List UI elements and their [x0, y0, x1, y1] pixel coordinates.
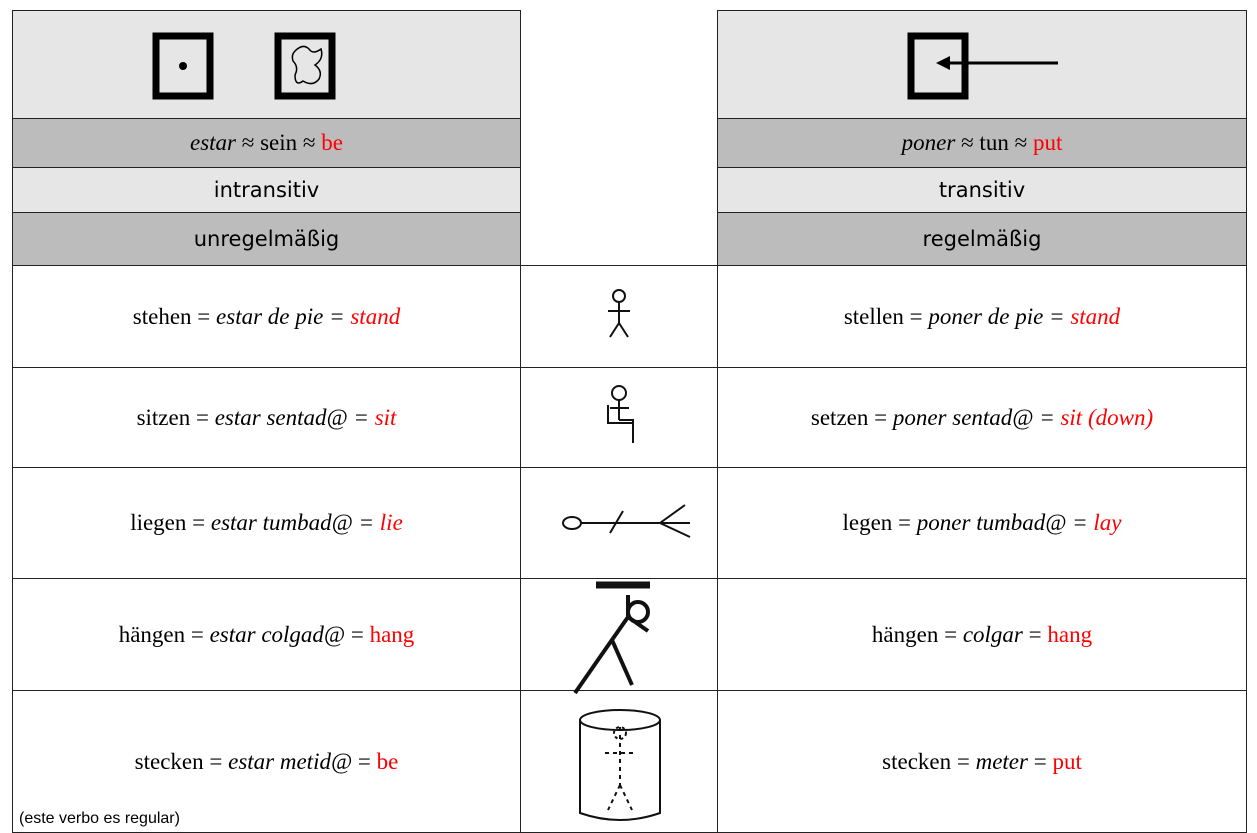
- text-run: setzen =: [810, 404, 893, 430]
- left-icons: [152, 32, 336, 100]
- verb-line: stehen = estar de pie = stand: [133, 304, 400, 330]
- text-run: hang: [369, 621, 415, 647]
- text-run: estar de pie =: [216, 303, 351, 329]
- text-run: be: [321, 130, 343, 155]
- right-icon-cell: [717, 10, 1247, 119]
- cylinder-figure: [579, 709, 661, 821]
- text-run: stand: [350, 303, 401, 329]
- text-run: sit (down): [1060, 404, 1154, 430]
- text-run: hang: [1047, 621, 1093, 647]
- right-cell: stecken = meter = put: [717, 690, 1247, 833]
- verb-line: hängen = colgar = hang: [872, 622, 1092, 648]
- text-run: poner de pie =: [928, 303, 1071, 329]
- text-run: stehen =: [132, 303, 217, 329]
- text-run: liegen =: [130, 510, 211, 535]
- hang-figure: [573, 581, 650, 695]
- left-cell: liegen = estar tumbad@ = lie: [12, 467, 521, 579]
- text-run: poner: [901, 130, 956, 155]
- text-run: estar metid@: [228, 748, 353, 774]
- text-run: =: [345, 621, 370, 647]
- right-cell: setzen = poner sentad@ = sit (down): [717, 367, 1247, 468]
- stand-figure: [608, 289, 630, 338]
- verb-line: hängen = estar colgad@ = hang: [119, 622, 415, 648]
- verb-line: stecken = estar metid@ = be: [135, 749, 399, 775]
- text-run: =: [1022, 621, 1048, 647]
- right-cell: stellen = poner de pie = stand: [717, 265, 1247, 368]
- verb-line: stecken = meter = put: [882, 749, 1082, 775]
- sit-figure: [607, 385, 634, 443]
- lie-figure: [562, 504, 691, 538]
- text-run: sit: [374, 404, 397, 430]
- text-run: lay: [1093, 510, 1122, 535]
- text-run: estar colgad@: [209, 621, 346, 647]
- left-cell: hängen = estar colgad@ = hang: [12, 578, 521, 691]
- verb-line: poner ≈ tun ≈ put: [902, 130, 1063, 156]
- note: (este verbo es regular): [19, 810, 180, 827]
- text-run: put: [1032, 130, 1063, 155]
- left-cell: stecken = estar metid@ = be (este verbo e…: [12, 690, 521, 833]
- text-run: =: [1027, 748, 1053, 774]
- left-cell: stehen = estar de pie = stand: [12, 265, 521, 368]
- right-regularity: regelmäßig: [717, 212, 1247, 266]
- text-run: sitzen =: [136, 404, 215, 430]
- text-run: stand: [1070, 303, 1121, 329]
- left-cell: sitzen = estar sentad@ = sit: [12, 367, 521, 468]
- right-cell: legen = poner tumbad@ = lay: [717, 467, 1247, 579]
- text-run: put: [1052, 748, 1082, 774]
- right-transitivity: transitiv: [717, 167, 1247, 213]
- text-run: poner tumbad@ =: [916, 510, 1094, 535]
- text-run: poner sentad@ =: [892, 404, 1061, 430]
- text-run: ≈ sein ≈: [235, 130, 322, 155]
- text-run: estar tumbad@ =: [210, 510, 380, 535]
- text-run: legen =: [842, 510, 917, 535]
- text-run: stecken =: [882, 748, 976, 774]
- text-run: lie: [379, 510, 403, 535]
- text-run: meter: [975, 748, 1028, 774]
- text-run: stecken =: [134, 748, 229, 774]
- text-run: be: [376, 748, 399, 774]
- text-run: hängen =: [118, 621, 210, 647]
- text-run: ≈ tun ≈: [955, 130, 1033, 155]
- text-run: =: [352, 748, 377, 774]
- right-verb-cell: poner ≈ tun ≈ put: [717, 118, 1247, 168]
- text-run: colgar: [962, 621, 1023, 647]
- verb-line: legen = poner tumbad@ = lay: [843, 510, 1122, 536]
- text-run: stellen =: [843, 303, 929, 329]
- verb-line: sitzen = estar sentad@ = sit: [137, 405, 397, 431]
- right-cell: hängen = colgar = hang: [717, 578, 1247, 691]
- verb-line: stellen = poner de pie = stand: [844, 304, 1120, 330]
- left-icon-cell: [12, 10, 521, 119]
- right-icon: [907, 32, 1058, 100]
- verb-line: liegen = estar tumbad@ = lie: [130, 510, 403, 536]
- text-run: hängen =: [871, 621, 963, 647]
- left-transitivity: intransitiv: [12, 167, 521, 213]
- verb-line: estar ≈ sein ≈ be: [190, 130, 343, 156]
- verb-line: setzen = poner sentad@ = sit (down): [811, 405, 1153, 431]
- left-verb-cell: estar ≈ sein ≈ be: [12, 118, 521, 168]
- left-regularity: unregelmäßig: [12, 212, 521, 266]
- pictograms: [562, 289, 691, 821]
- text-run: estar: [189, 130, 236, 155]
- text-run: estar sentad@ =: [214, 404, 375, 430]
